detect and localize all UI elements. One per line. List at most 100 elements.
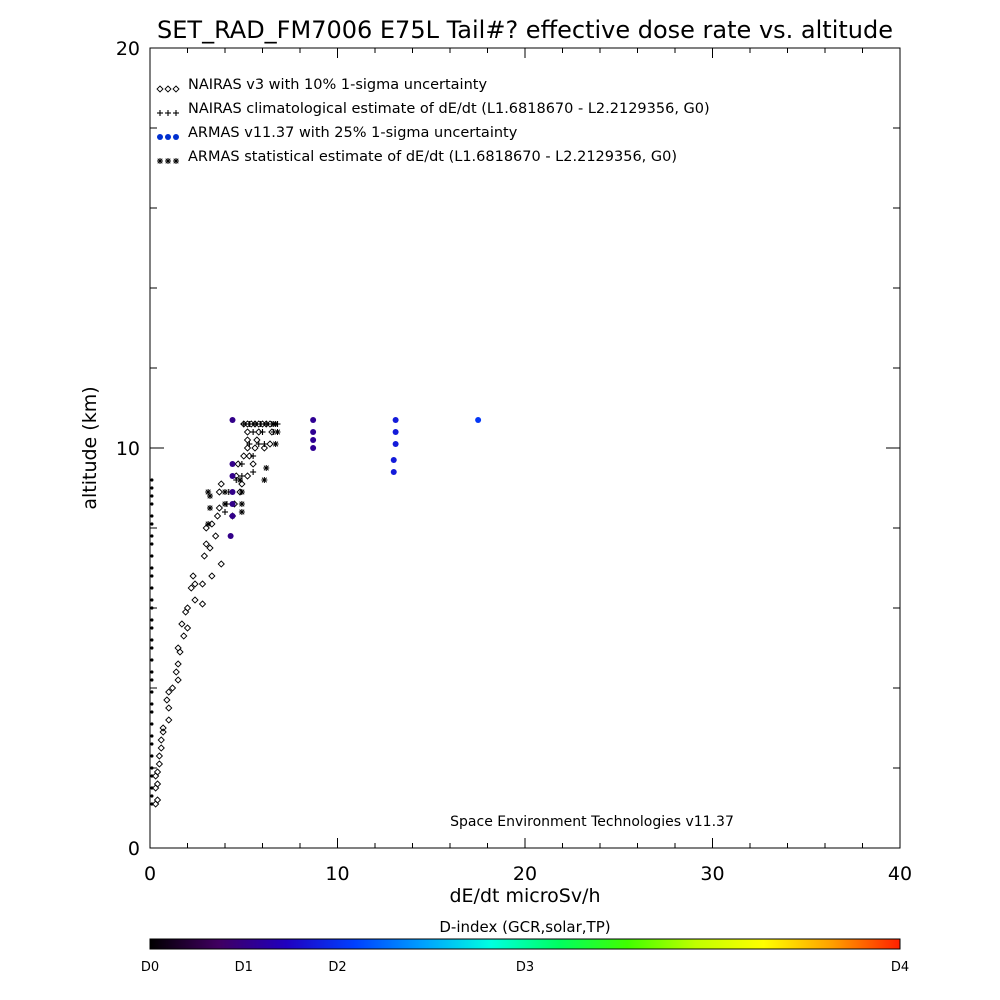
data-point bbox=[261, 441, 268, 447]
legend-item: ARMAS v11.37 with 25% 1-sigma uncertaint… bbox=[157, 125, 518, 141]
data-point bbox=[165, 716, 173, 724]
data-point bbox=[238, 509, 245, 515]
data-point bbox=[215, 488, 224, 496]
data-point bbox=[155, 760, 164, 768]
data-point bbox=[150, 478, 154, 482]
data-point bbox=[240, 421, 247, 427]
data-point bbox=[150, 638, 154, 642]
data-point bbox=[163, 696, 171, 704]
data-point bbox=[150, 742, 154, 746]
data-point bbox=[240, 452, 248, 460]
data-point bbox=[250, 453, 257, 459]
colorbar bbox=[149, 938, 901, 950]
y-axis-label: altitude (km) bbox=[79, 386, 101, 509]
x-tick-label: 10 bbox=[325, 863, 349, 885]
data-point bbox=[181, 608, 190, 616]
data-point bbox=[150, 754, 154, 758]
data-point bbox=[222, 509, 228, 515]
data-point bbox=[255, 441, 262, 447]
chart-annotation: Space Environment Technologies v11.37 bbox=[450, 814, 734, 830]
data-point bbox=[153, 768, 162, 776]
data-point bbox=[246, 421, 253, 427]
data-point bbox=[150, 802, 154, 806]
data-point bbox=[475, 417, 482, 423]
data-point bbox=[263, 421, 270, 427]
data-point bbox=[150, 502, 154, 506]
data-point bbox=[213, 512, 222, 520]
x-tick-label: 40 bbox=[888, 863, 912, 885]
data-point bbox=[246, 441, 253, 447]
data-point bbox=[250, 469, 257, 475]
data-point bbox=[252, 421, 258, 427]
data-point bbox=[153, 780, 162, 788]
data-point bbox=[150, 554, 154, 558]
colorbar-label: D4 bbox=[891, 960, 909, 975]
legend-marker bbox=[164, 85, 172, 93]
data-point bbox=[150, 766, 154, 770]
data-point bbox=[243, 472, 252, 480]
series-plus bbox=[222, 421, 281, 515]
data-point bbox=[150, 606, 154, 610]
data-point bbox=[310, 437, 317, 443]
data-point bbox=[159, 724, 167, 732]
data-point bbox=[263, 465, 270, 471]
data-point bbox=[150, 494, 154, 498]
data-point bbox=[245, 452, 254, 460]
data-point bbox=[172, 668, 180, 676]
data-point bbox=[253, 436, 261, 444]
colorbar-label: D3 bbox=[516, 960, 534, 975]
legend-marker bbox=[173, 134, 179, 140]
data-point bbox=[150, 658, 154, 662]
data-point bbox=[392, 429, 399, 435]
data-point bbox=[390, 457, 397, 463]
data-point bbox=[217, 480, 225, 488]
data-point bbox=[310, 445, 317, 451]
data-point bbox=[205, 521, 212, 527]
y-tick-label: 0 bbox=[128, 838, 140, 860]
legend-marker bbox=[165, 134, 171, 140]
x-tick-label: 0 bbox=[144, 863, 156, 885]
data-point bbox=[153, 796, 162, 804]
colorbar-label: D1 bbox=[235, 960, 253, 975]
legend-marker bbox=[165, 158, 171, 164]
y-tick-label: 20 bbox=[116, 38, 140, 60]
axis-ticks bbox=[149, 47, 901, 849]
data-point bbox=[207, 505, 213, 511]
chart-title: SET_RAD_FM7006 E75L Tail#? effective dos… bbox=[157, 16, 893, 44]
data-point bbox=[150, 774, 154, 778]
data-point bbox=[150, 670, 154, 674]
colorbar-label: D2 bbox=[328, 960, 346, 975]
legend-marker bbox=[173, 110, 179, 116]
data-point bbox=[150, 690, 154, 694]
data-point bbox=[274, 429, 281, 435]
y-tick-label: 10 bbox=[116, 438, 140, 460]
x-tick-label: 30 bbox=[700, 863, 724, 885]
data-point bbox=[150, 542, 154, 546]
data-point bbox=[217, 560, 225, 568]
legend-item: NAIRAS climatological estimate of dE/dt … bbox=[157, 101, 710, 117]
data-point bbox=[250, 429, 257, 435]
data-point bbox=[215, 504, 224, 512]
data-point bbox=[205, 489, 212, 495]
data-point bbox=[157, 736, 165, 744]
data-point bbox=[150, 794, 154, 798]
data-point bbox=[150, 486, 154, 490]
legend-marker bbox=[157, 158, 163, 164]
x-axis-label: dE/dt microSv/h bbox=[449, 885, 600, 907]
data-point bbox=[259, 429, 266, 435]
data-point bbox=[243, 428, 252, 436]
legend-label: ARMAS v11.37 with 25% 1-sigma uncertaint… bbox=[188, 125, 518, 141]
colorbar-label: D0 bbox=[141, 960, 159, 975]
data-point bbox=[222, 489, 228, 495]
series-dot bbox=[227, 417, 482, 539]
data-point bbox=[198, 580, 207, 588]
data-point bbox=[150, 598, 154, 602]
data-point bbox=[229, 473, 236, 479]
data-point bbox=[150, 734, 154, 738]
data-point bbox=[150, 786, 154, 790]
data-point bbox=[200, 552, 209, 560]
legend-marker bbox=[157, 134, 163, 140]
data-point bbox=[150, 626, 154, 630]
data-point bbox=[229, 513, 236, 519]
axis-tick-labels: 0 10 20 30 40 0 10 20 bbox=[116, 38, 912, 885]
